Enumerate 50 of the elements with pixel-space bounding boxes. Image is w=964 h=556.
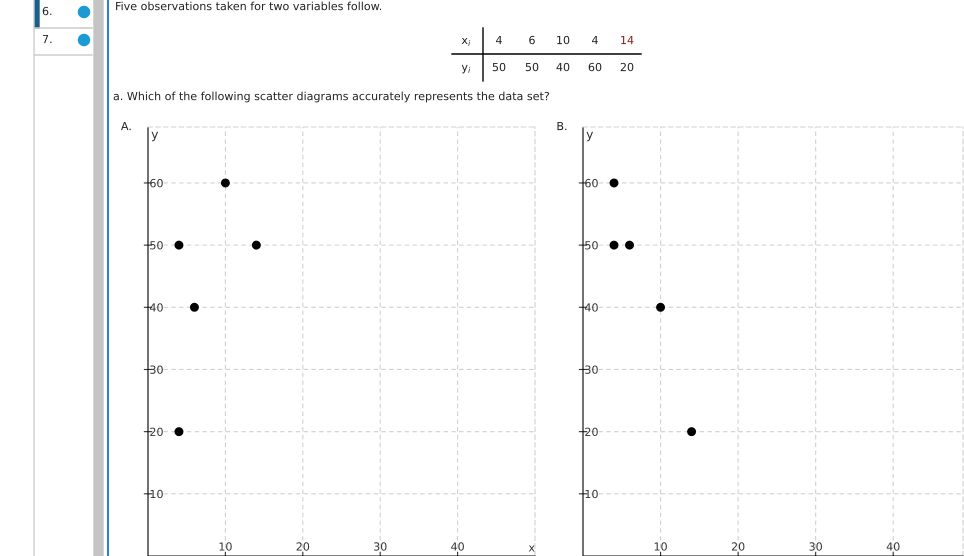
- point: [610, 178, 619, 188]
- x-tick-label: 10: [654, 542, 667, 551]
- text: 6.: [42, 6, 52, 16]
- y-tick-label: 50: [585, 241, 598, 250]
- x-tick-label: 40: [451, 542, 464, 551]
- x-tick-label: 10: [220, 542, 232, 551]
- text: 7.: [42, 34, 52, 44]
- x-tick-label: 40: [886, 542, 900, 551]
- text: x$_{i}$: [462, 38, 470, 46]
- y-tick-label: 10: [150, 490, 163, 498]
- text: y$_{i}$: [462, 64, 470, 74]
- x-tick-label: 30: [374, 542, 387, 551]
- y-tick-label: 60: [585, 178, 598, 188]
- text: 14: [621, 36, 634, 44]
- point: [610, 240, 619, 250]
- point: [190, 302, 199, 312]
- y-tick-label: 40: [150, 303, 163, 312]
- chart-title: B.: [557, 122, 566, 130]
- y-tick-label: 30: [585, 365, 598, 374]
- text: 4: [592, 36, 598, 44]
- text: 10: [557, 36, 570, 44]
- y-tick-label: 40: [584, 303, 598, 312]
- y-tick-label: 10: [586, 490, 598, 498]
- x-tick-label: 30: [809, 542, 822, 551]
- text: Five observations taken for two variables follow.: [116, 2, 382, 10]
- y-tick-label: 60: [150, 178, 163, 188]
- x-tick-label: 20: [732, 542, 744, 551]
- text: 50: [492, 62, 506, 72]
- text: 50: [526, 62, 538, 72]
- point: [625, 240, 634, 250]
- point: [174, 240, 184, 250]
- point: [687, 427, 696, 436]
- y-tick-label: 20: [150, 428, 163, 436]
- point: [220, 178, 230, 188]
- point: [252, 240, 261, 250]
- y-axis-title: y: [151, 132, 158, 142]
- chart-title: A.: [120, 122, 131, 130]
- text: 4: [496, 36, 502, 44]
- y-axis-title: y: [586, 132, 594, 142]
- y-tick-label: 50: [150, 241, 163, 250]
- text: 20: [620, 62, 634, 72]
- point: [174, 427, 184, 436]
- point: [656, 302, 666, 312]
- text: 40: [556, 62, 570, 72]
- y-tick-label: 30: [150, 365, 163, 374]
- x-axis-title: x: [528, 545, 535, 552]
- y-tick-label: 20: [585, 428, 598, 436]
- text: a. Which of the following scatter diagrams accurately represents the data set?: [114, 92, 550, 102]
- x-tick-label: 20: [296, 542, 310, 551]
- text: 6: [529, 36, 535, 44]
